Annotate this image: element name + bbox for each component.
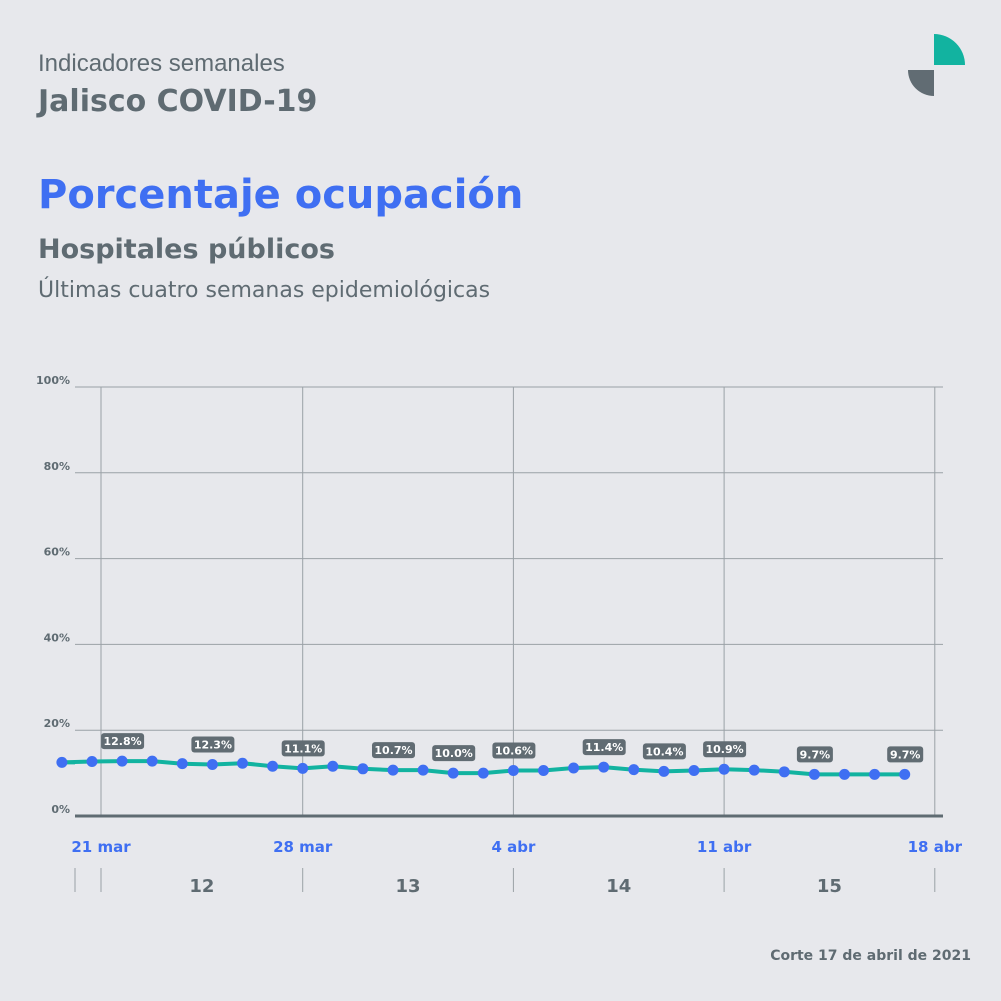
y-tick-label: 20% — [44, 717, 70, 730]
header-small-title: Indicadores semanales — [38, 50, 285, 77]
data-label-box — [432, 745, 476, 762]
chart-subtitle: Hospitales públicos — [38, 234, 335, 265]
data-point — [507, 765, 519, 777]
data-point — [628, 764, 640, 776]
data-point — [477, 767, 489, 779]
chart-title: Porcentaje ocupación — [38, 172, 524, 218]
data-point — [447, 767, 459, 779]
y-tick-label: 80% — [44, 460, 70, 473]
x-tick-label: 18 abr — [908, 838, 963, 856]
data-point — [86, 756, 98, 768]
y-tick-label: 100% — [36, 374, 70, 387]
data-point — [176, 758, 188, 770]
data-label-box — [703, 741, 747, 758]
data-point — [718, 763, 730, 775]
x-tick-label: 28 mar — [273, 838, 333, 856]
y-tick-label: 60% — [44, 546, 70, 559]
y-tick-label: 0% — [51, 803, 70, 816]
data-label: 10.7% — [374, 744, 412, 757]
week-label: 12 — [189, 876, 214, 897]
data-point — [568, 762, 580, 774]
data-point — [839, 768, 850, 780]
data-point — [417, 764, 429, 776]
logo-icon — [908, 34, 965, 96]
data-point — [56, 756, 68, 768]
data-label-box — [582, 739, 626, 756]
data-point — [538, 765, 549, 777]
data-point — [327, 760, 339, 772]
chart-subtitle-period: Últimas cuatro semanas epidemiológicas — [38, 278, 491, 303]
data-point — [598, 761, 610, 773]
data-label-box — [281, 740, 325, 757]
x-tick-label: 11 abr — [697, 838, 752, 856]
data-label: 9.7% — [800, 748, 831, 761]
data-point — [658, 765, 670, 777]
data-point — [206, 759, 218, 771]
data-point — [869, 768, 881, 780]
data-label-box — [642, 743, 686, 760]
cutoff-date-note: Corte 17 de abril de 2021 — [770, 948, 971, 964]
week-label: 15 — [817, 876, 842, 897]
data-label: 10.9% — [706, 743, 744, 756]
data-point — [237, 757, 248, 769]
data-label: 9.7% — [890, 748, 921, 761]
x-tick-label: 4 abr — [491, 838, 536, 856]
data-label: 11.1% — [284, 742, 322, 755]
header-bold-title: Jalisco COVID-19 — [38, 84, 318, 119]
data-label: 12.3% — [194, 739, 232, 752]
data-label-box — [372, 742, 415, 759]
data-label: 12.8% — [104, 735, 142, 748]
data-label-box — [796, 746, 833, 763]
data-label: 11.4% — [585, 741, 623, 754]
week-label: 13 — [396, 876, 421, 897]
x-tick-label: 21 mar — [71, 838, 131, 856]
data-point — [116, 755, 128, 767]
data-point — [808, 768, 820, 780]
data-point — [387, 764, 399, 776]
data-point — [357, 763, 369, 775]
y-tick-label: 40% — [44, 631, 70, 644]
data-point — [267, 760, 279, 772]
data-point — [748, 764, 760, 776]
data-label-box — [887, 746, 924, 763]
week-label: 14 — [606, 876, 631, 897]
data-point — [778, 766, 790, 778]
data-point — [688, 765, 700, 777]
data-point — [297, 762, 309, 774]
data-point — [146, 755, 158, 767]
data-label-box — [492, 742, 536, 759]
data-point — [899, 768, 911, 780]
data-label: 10.0% — [435, 747, 473, 760]
data-label-box — [191, 736, 235, 753]
data-label: 10.6% — [495, 745, 533, 758]
data-label-box — [101, 733, 145, 750]
data-label: 10.4% — [645, 745, 683, 758]
